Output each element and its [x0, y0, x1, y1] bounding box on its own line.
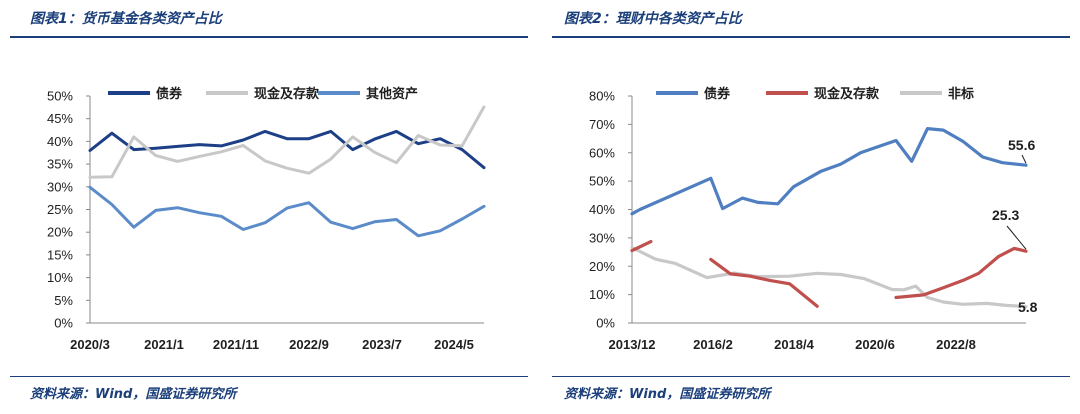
chart2-x-tick-label: 2013/12	[609, 337, 656, 352]
chart1-bottom-rule	[10, 376, 528, 377]
chart2-bottom-rule	[552, 376, 1070, 377]
chart2-x-tick-label: 2020/6	[855, 337, 895, 352]
chart1-y-tick-label: 15%	[47, 247, 73, 262]
chart1-y-tick-label: 45%	[47, 111, 73, 126]
chart2-y-tick-label: 60%	[589, 145, 615, 160]
chart2-data-label-nonstandard: 5.8	[1018, 299, 1038, 315]
chart2-y-tick-label: 80%	[589, 89, 615, 104]
chart1-x-tick-label: 2022/9	[289, 337, 329, 352]
chart1-title: 图表1：货币基金各类资产占比	[30, 11, 222, 27]
chart1-y-tick-label: 35%	[47, 157, 73, 172]
chart2-data-label-leader	[1021, 154, 1027, 164]
chart1-legend-label: 现金及存款	[254, 86, 320, 102]
chart2-y-tick-label: 30%	[589, 230, 615, 245]
chart1-y-tick-label: 50%	[47, 89, 73, 104]
chart2-data-label-bond: 55.6	[1008, 137, 1035, 153]
chart2-x-tick-label: 2016/2	[693, 337, 733, 352]
chart1-y-tick-label: 5%	[54, 293, 73, 308]
chart2-series-line	[630, 245, 1028, 309]
chart1-y-tick-label: 20%	[47, 225, 73, 240]
chart1-y-tick-label: 40%	[47, 134, 73, 149]
chart2-y-tick-label: 40%	[589, 202, 615, 217]
chart1-legend-label: 其他资产	[366, 86, 418, 102]
chart1-series-line	[88, 105, 486, 179]
chart2-source: 资料来源：Wind，国盛证券研究所	[564, 387, 771, 402]
chart1-legend-label: 债券	[156, 86, 183, 102]
chart1-x-tick-label: 2024/5	[434, 337, 474, 352]
chart1-y-tick-label: 10%	[47, 270, 73, 285]
chart1-x-tick-label: 2023/7	[362, 337, 402, 352]
chart2-title: 图表2：理财中各类资产占比	[564, 11, 742, 27]
chart2-data-label-leader	[1006, 225, 1027, 250]
chart2-y-tick-label: 50%	[589, 174, 615, 189]
chart2-series-line	[894, 246, 1028, 300]
chart2-y-tick-label: 0%	[596, 316, 615, 331]
chart2-legend-label: 现金及存款	[814, 86, 880, 102]
chart1-series-line	[88, 185, 486, 238]
chart2-data-label-cash: 25.3	[992, 207, 1019, 223]
chart1-series-line	[88, 129, 486, 170]
chart2-series-line	[630, 240, 653, 253]
chart1-title-rule	[10, 36, 528, 38]
chart1-x-tick-label: 2021/1	[144, 337, 184, 352]
chart1-y-tick-label: 25%	[47, 202, 73, 217]
chart1-y-tick-label: 30%	[47, 179, 73, 194]
chart2-y-tick-label: 70%	[589, 117, 615, 132]
chart2-x-tick-label: 2022/8	[936, 337, 976, 352]
chart2-title-rule	[552, 36, 1070, 38]
chart2-x-tick-label: 2018/4	[774, 337, 815, 352]
chart2-legend-label: 债券	[704, 86, 731, 102]
chart1-x-tick-label: 2020/3	[70, 337, 110, 352]
chart1-x-tick-label: 2021/11	[213, 337, 259, 352]
chart2-y-tick-label: 10%	[589, 287, 615, 302]
chart1-y-tick-label: 0%	[54, 316, 73, 331]
chart2-y-tick-label: 20%	[589, 259, 615, 274]
chart2-series-line	[630, 127, 1028, 216]
chart1-source: 资料来源：Wind，国盛证券研究所	[30, 387, 237, 402]
chart2-series-line	[709, 257, 819, 308]
chart2-legend-label: 非标	[948, 86, 974, 102]
